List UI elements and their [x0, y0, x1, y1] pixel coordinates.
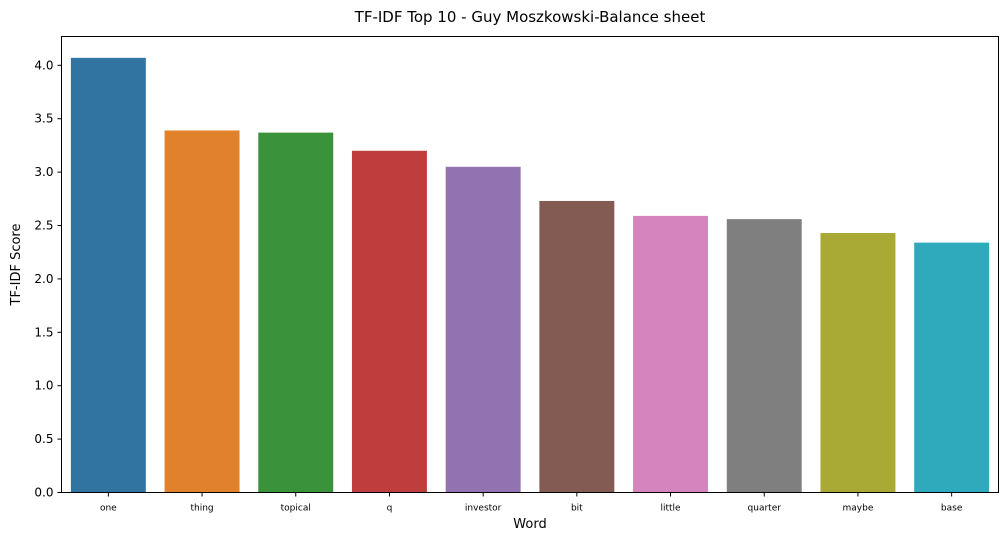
x-ticks: one thing topical q investor bit little quarter…: [100, 492, 963, 514]
chart-title: TF-IDF Top 10 - Guy Moszkowski-Balance s…: [354, 8, 706, 26]
x-tick-label: maybe: [843, 504, 874, 514]
y-tick-label: 0.0: [34, 486, 53, 500]
bars-group: [70, 57, 990, 493]
bar-q: [351, 150, 427, 493]
bar-bit: [539, 200, 615, 493]
bar-investor: [445, 166, 521, 493]
bar-thing: [164, 130, 240, 493]
y-tick-label: 4.0: [34, 58, 53, 72]
bar-maybe: [820, 232, 896, 493]
x-tick-label: one: [100, 504, 117, 514]
y-tick-label: 1.5: [34, 325, 53, 339]
y-ticks: 0.0 0.5 1.0 1.5 2.0 2.5 3.0 3.5 4.0: [34, 58, 62, 500]
x-tick-label: q: [387, 504, 393, 514]
bar-topical: [258, 132, 334, 493]
y-axis-label: TF-IDF Score: [9, 224, 24, 307]
y-tick-label: 2.5: [34, 219, 53, 233]
y-tick-label: 1.0: [34, 379, 53, 393]
x-tick-label: bit: [571, 504, 583, 514]
x-tick-label: topical: [281, 504, 311, 514]
x-tick-label: quarter: [748, 504, 782, 514]
x-tick-label: investor: [465, 504, 502, 514]
x-tick-label: base: [941, 504, 963, 514]
x-tick-label: thing: [190, 504, 213, 514]
bar-little: [633, 215, 709, 493]
y-tick-label: 3.5: [34, 112, 53, 126]
bar-one: [70, 57, 146, 493]
x-tick-label: little: [660, 504, 681, 514]
y-tick-label: 3.0: [34, 165, 53, 179]
y-tick-label: 0.5: [34, 432, 53, 446]
x-axis-label: Word: [513, 517, 546, 532]
bar-quarter: [726, 219, 802, 493]
plot-frame: [61, 36, 999, 493]
y-tick-label: 2.0: [34, 272, 53, 286]
bar-base: [914, 242, 990, 493]
